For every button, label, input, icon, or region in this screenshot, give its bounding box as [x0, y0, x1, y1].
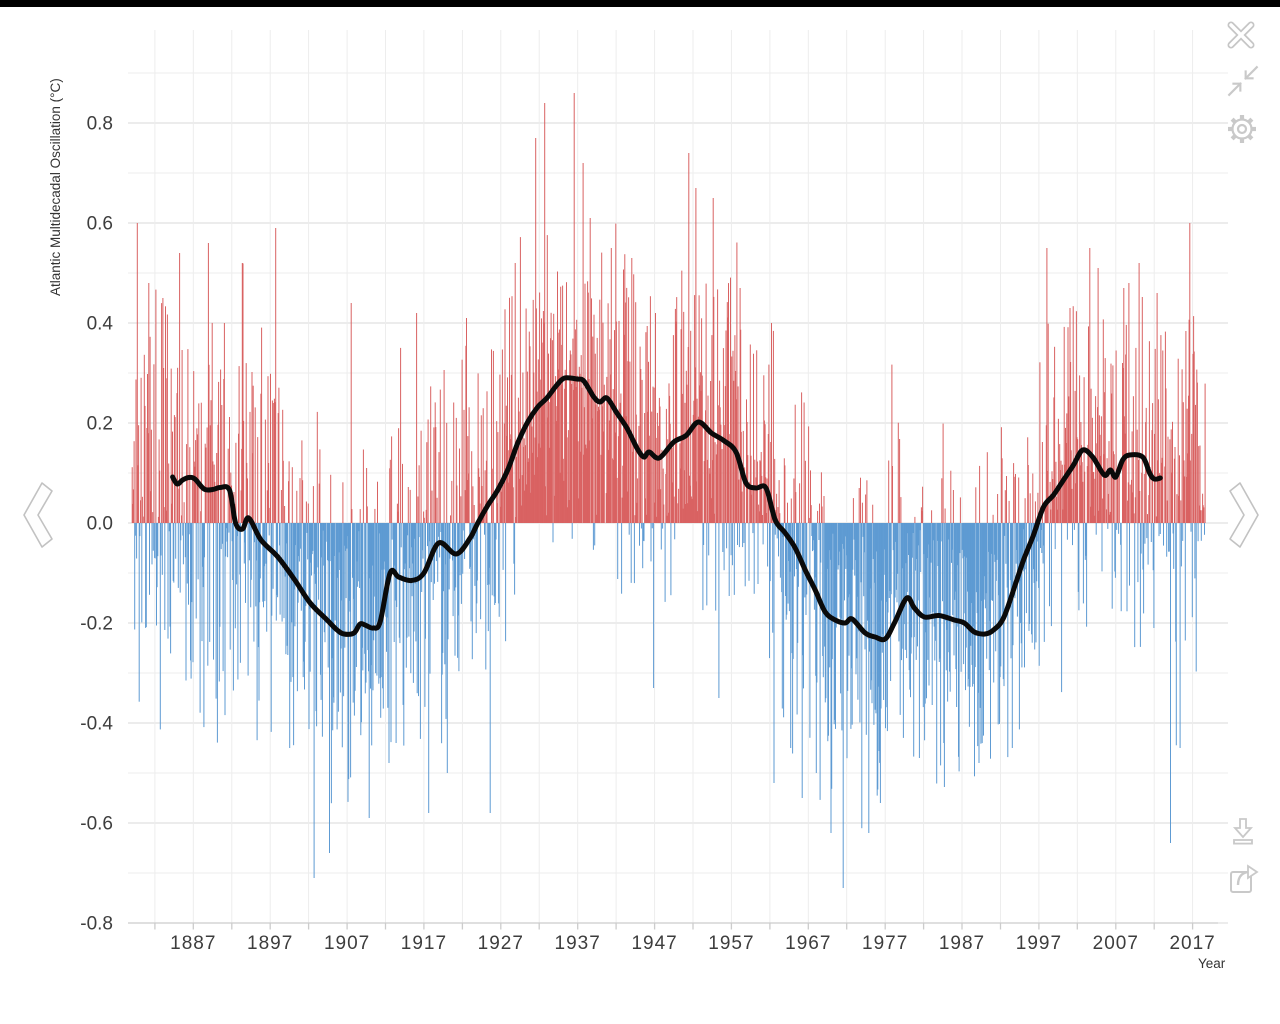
x-tick-label: 1897 — [247, 933, 293, 954]
x-tick-label: 1887 — [170, 933, 216, 954]
x-tick-label: 1987 — [939, 933, 985, 954]
monthly-bars — [131, 93, 1206, 888]
smoothed-line — [170, 375, 1163, 643]
y-axis-title: Atlantic Multidecadal Oscillation (°C) — [48, 78, 63, 296]
download-icon — [1232, 818, 1254, 845]
y-tick-label: 0.0 — [87, 514, 113, 535]
x-tick-label: 1927 — [478, 933, 524, 954]
x-tick-label: 1997 — [1016, 933, 1062, 954]
y-tick-label: 0.4 — [87, 314, 114, 335]
x-tick-label: 2017 — [1169, 933, 1215, 954]
close-icon — [1227, 21, 1255, 49]
y-tick-label: -0.2 — [80, 614, 113, 635]
x-tick-label: 1977 — [862, 933, 908, 954]
x-tick-label: 1947 — [631, 933, 677, 954]
settings-button[interactable] — [1225, 112, 1259, 146]
y-tick-label: 0.6 — [87, 214, 113, 235]
y-tick-label: -0.4 — [80, 714, 113, 735]
x-tick-label: 2007 — [1093, 933, 1139, 954]
x-tick-label: 1907 — [324, 933, 370, 954]
gridlines — [128, 30, 1228, 924]
y-tick-label: -0.6 — [80, 814, 113, 835]
share-icon — [1230, 864, 1259, 893]
close-button[interactable] — [1226, 20, 1256, 50]
y-tick-label: -0.8 — [80, 914, 113, 935]
gear-icon — [1228, 115, 1256, 143]
x-axis-title: Year — [1198, 956, 1226, 971]
x-tick-label: 1937 — [555, 933, 601, 954]
x-tick-label: 1957 — [708, 933, 754, 954]
previous-chart-button[interactable] — [20, 480, 60, 550]
x-axis — [128, 922, 1218, 930]
exit-fullscreen-button[interactable] — [1226, 64, 1260, 98]
chevron-left-icon — [23, 482, 53, 548]
tick-labels: 0.8 0.6 0.4 0.2 0.0 -0.2 -0.4 -0.6 -0.8 1887 1897 1… — [80, 114, 1215, 955]
download-button[interactable] — [1227, 816, 1259, 848]
top-black-bar — [0, 0, 1280, 7]
y-tick-label: 0.2 — [87, 414, 113, 435]
x-tick-label: 1917 — [401, 933, 447, 954]
chevron-right-icon — [1229, 482, 1259, 548]
x-tick-label: 1967 — [785, 933, 831, 954]
share-button[interactable] — [1227, 862, 1261, 896]
exit-fullscreen-icon — [1227, 65, 1259, 97]
next-chart-button[interactable] — [1222, 480, 1262, 550]
y-tick-label: 0.8 — [87, 114, 113, 135]
